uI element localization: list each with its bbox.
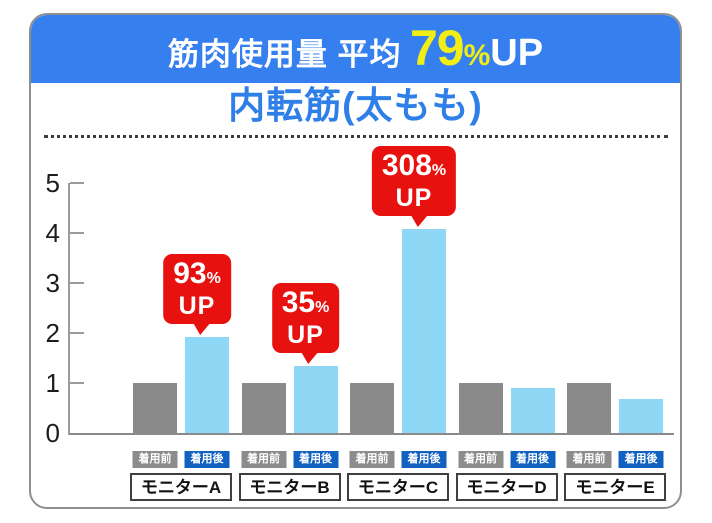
y-axis-tick xyxy=(70,332,84,334)
callout-value-line: 35% xyxy=(282,287,330,323)
callout-value: 93 xyxy=(173,256,207,290)
bar-after-2 xyxy=(293,365,338,433)
legend-badge-before: 着用前 xyxy=(458,451,503,468)
callout-up-text: UP xyxy=(178,291,216,320)
bar-before-1 xyxy=(133,383,177,433)
bar-before-4 xyxy=(458,383,503,433)
callout-percent-sign: % xyxy=(206,269,221,287)
legend-badge-after: 着用後 xyxy=(293,451,338,468)
bar-before-5 xyxy=(567,383,611,433)
y-axis-tick xyxy=(70,232,84,234)
legend-badge-before: 着用前 xyxy=(132,451,178,468)
legend-badge-after: 着用後 xyxy=(510,451,555,468)
callout-up-text: UP xyxy=(287,320,324,349)
callout-tail xyxy=(301,351,319,364)
category-label-box: モニターB xyxy=(238,473,341,501)
bar-chart-plot: 0 1 2 3 4 5 着用前 着用後 モニターA 着用前 着用後 モニターB 着用前 着用後 モニターC 着… xyxy=(46,146,674,501)
callout-bubble-モニターC: 308% UP xyxy=(371,146,457,227)
header-highlight-value: 79 xyxy=(409,20,465,76)
callout-value-line: 308% xyxy=(382,150,446,186)
category-label-box: モニターE xyxy=(564,473,666,501)
header-title: 筋肉使用量 平均 xyxy=(167,37,402,72)
y-axis-tick-label: 4 xyxy=(45,218,60,248)
legend-badge-before: 着用前 xyxy=(566,451,612,468)
y-axis-tick xyxy=(70,182,84,184)
y-axis-tick-label: 5 xyxy=(45,168,60,198)
chart-subtitle: 内転筋(太もも) xyxy=(228,85,483,126)
bar-after-3 xyxy=(402,229,446,433)
legend-badge-after: 着用後 xyxy=(184,451,230,468)
legend-badge-before: 着用前 xyxy=(349,451,395,468)
bar-after-5 xyxy=(619,399,663,433)
callout-value-line: 93% xyxy=(173,258,221,294)
legend-badge-after: 着用後 xyxy=(618,451,664,468)
bar-before-3 xyxy=(350,383,394,433)
legend-badge-before: 着用前 xyxy=(241,451,286,468)
callout-bubble-モニターA: 93% UP xyxy=(163,253,231,335)
header-banner: 筋肉使用量 平均 79%UP xyxy=(31,15,680,83)
y-axis-tick-label: 0 xyxy=(45,418,60,448)
callout-value: 308 xyxy=(381,149,432,182)
callout-percent-sign: % xyxy=(315,298,330,316)
category-label-box: モニターA xyxy=(130,473,232,501)
callout-tail xyxy=(411,215,429,227)
bar-after-4 xyxy=(510,388,555,433)
bar-after-1 xyxy=(185,336,229,433)
dotted-divider xyxy=(44,135,668,138)
category-label-box: モニターC xyxy=(347,473,449,501)
callout-up-text: UP xyxy=(395,184,433,212)
callout-bubble-モニターB: 35% UP xyxy=(271,282,340,364)
category-label-box: モニターD xyxy=(455,473,558,501)
callout-percent-sign: % xyxy=(431,162,447,179)
y-axis-tick-label: 1 xyxy=(45,368,60,398)
bar-before-2 xyxy=(241,383,286,433)
callout-value: 35 xyxy=(281,285,316,319)
y-axis-tick-label: 3 xyxy=(45,268,60,298)
header-up-text: UP xyxy=(490,32,544,74)
y-axis-tick xyxy=(70,382,84,384)
y-axis-tick xyxy=(70,282,84,284)
callout-tail xyxy=(193,322,211,335)
stats-card: 筋肉使用量 平均 79%UP 内転筋(太もも) 0 1 2 3 4 5 着用前 着用後 モニター… xyxy=(29,13,682,509)
header-percent-sign: % xyxy=(463,39,491,72)
legend-badge-after: 着用後 xyxy=(401,451,447,468)
y-axis-tick-label: 2 xyxy=(45,318,60,348)
